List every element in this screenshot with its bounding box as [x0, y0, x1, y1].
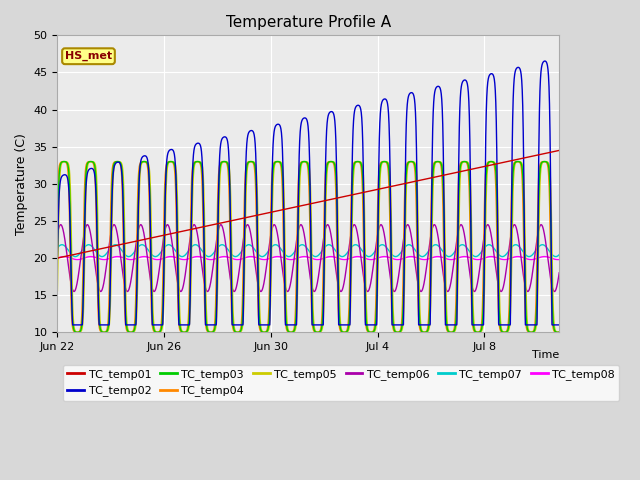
TC_temp05: [154, 329, 162, 335]
TC_temp05: [556, 329, 563, 335]
TC_temp02: [556, 322, 563, 328]
TC_temp02: [246, 128, 254, 134]
TC_temp01: [556, 147, 563, 153]
TC_temp05: [488, 159, 496, 165]
Y-axis label: Temperature (C): Temperature (C): [15, 133, 28, 235]
TC_temp07: [246, 242, 254, 248]
TC_temp04: [546, 204, 554, 209]
TC_temp01: [54, 255, 61, 261]
TC_temp08: [556, 257, 563, 263]
Line: TC_temp03: TC_temp03: [58, 162, 559, 332]
TC_temp01: [246, 214, 253, 220]
TC_temp03: [546, 177, 554, 182]
TC_temp01: [111, 243, 118, 249]
Legend: TC_temp01, TC_temp02, TC_temp03, TC_temp04, TC_temp05, TC_temp06, TC_temp07, TC_: TC_temp01, TC_temp02, TC_temp03, TC_temp…: [63, 365, 620, 401]
TC_temp04: [246, 159, 254, 165]
TC_temp04: [268, 175, 276, 181]
TC_temp02: [541, 58, 548, 64]
Text: HS_met: HS_met: [65, 51, 112, 61]
TC_temp02: [68, 322, 76, 328]
TC_temp03: [268, 200, 276, 206]
TC_temp03: [556, 329, 563, 335]
TC_temp01: [492, 161, 499, 167]
TC_temp02: [268, 192, 276, 198]
TC_temp05: [54, 288, 61, 294]
TC_temp03: [220, 159, 228, 165]
TC_temp07: [268, 244, 276, 250]
TC_temp05: [141, 159, 148, 165]
TC_temp07: [556, 252, 563, 258]
TC_temp06: [141, 233, 148, 239]
TC_temp07: [111, 242, 118, 248]
TC_temp03: [500, 329, 508, 335]
Line: TC_temp06: TC_temp06: [58, 225, 559, 291]
TC_temp03: [111, 160, 118, 166]
Title: Temperature Profile A: Temperature Profile A: [226, 15, 391, 30]
TC_temp05: [492, 162, 499, 168]
TC_temp05: [268, 244, 276, 250]
TC_temp08: [111, 254, 118, 260]
TC_temp07: [492, 248, 499, 253]
TC_temp07: [54, 245, 61, 251]
TC_temp05: [546, 166, 554, 171]
TC_temp03: [141, 159, 148, 165]
Line: TC_temp08: TC_temp08: [58, 257, 559, 260]
TC_temp04: [54, 200, 61, 206]
TC_temp03: [246, 159, 254, 165]
TC_temp08: [268, 255, 276, 261]
TC_temp07: [546, 249, 554, 254]
TC_temp06: [268, 227, 276, 233]
TC_temp08: [546, 255, 554, 261]
TC_temp04: [513, 159, 521, 165]
Text: Time: Time: [532, 350, 559, 360]
TC_temp06: [54, 231, 61, 237]
TC_temp03: [54, 244, 61, 250]
TC_temp06: [546, 269, 554, 275]
TC_temp02: [54, 255, 61, 261]
TC_temp04: [233, 329, 241, 335]
TC_temp06: [246, 227, 253, 232]
TC_temp08: [54, 255, 61, 261]
TC_temp05: [246, 159, 254, 165]
TC_temp02: [492, 91, 499, 96]
TC_temp08: [141, 254, 148, 260]
TC_temp06: [111, 222, 118, 228]
TC_temp08: [246, 254, 254, 260]
Line: TC_temp02: TC_temp02: [58, 61, 559, 325]
Line: TC_temp05: TC_temp05: [58, 162, 559, 332]
TC_temp06: [257, 288, 265, 294]
TC_temp02: [111, 162, 118, 168]
TC_temp06: [538, 222, 545, 228]
TC_temp03: [492, 165, 499, 171]
TC_temp04: [556, 329, 563, 335]
Line: TC_temp01: TC_temp01: [58, 150, 559, 258]
TC_temp04: [492, 176, 499, 182]
TC_temp07: [125, 254, 132, 260]
TC_temp02: [141, 153, 148, 159]
TC_temp04: [141, 159, 148, 165]
TC_temp01: [141, 237, 148, 242]
TC_temp08: [220, 254, 228, 260]
TC_temp08: [500, 257, 508, 263]
TC_temp07: [458, 242, 466, 248]
TC_temp02: [546, 109, 554, 115]
TC_temp04: [111, 159, 118, 165]
TC_temp08: [492, 254, 499, 260]
Line: TC_temp07: TC_temp07: [58, 245, 559, 257]
TC_temp05: [111, 162, 118, 168]
TC_temp06: [556, 270, 563, 276]
TC_temp01: [268, 209, 275, 215]
Line: TC_temp04: TC_temp04: [58, 162, 559, 332]
TC_temp01: [545, 150, 553, 156]
TC_temp06: [492, 264, 499, 269]
TC_temp07: [141, 243, 148, 249]
